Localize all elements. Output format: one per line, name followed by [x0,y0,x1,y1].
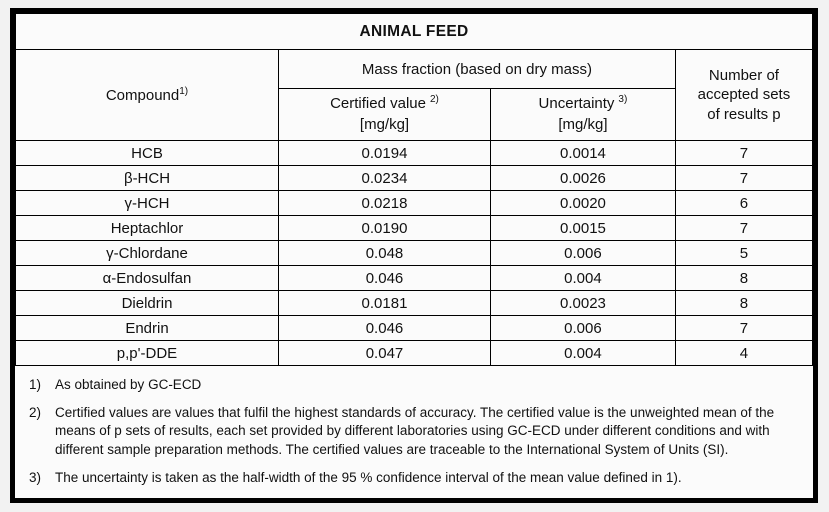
uncertainty-header: Uncertainty 3) [mg/kg] [490,88,676,141]
accepted-sets-cell: 8 [674,290,814,316]
footnote-2-text: Certified values are values that fulfil … [55,405,775,457]
compound-cell: α-Endosulfan [15,265,279,291]
uncertainty-cell: 0.006 [490,315,676,341]
mass-fraction-group-header: Mass fraction (based on dry mass) [278,49,676,89]
accepted-sets-header: Number of accepted sets of results p [674,49,814,141]
uncertainty-unit: [mg/kg] [558,115,608,133]
certified-value-cell: 0.0194 [278,140,491,166]
table-row: α-Endosulfan 0.046 0.004 8 [15,265,814,291]
uncertainty-header-label: Uncertainty [538,95,615,113]
header-sub-row: Certified value 2) [mg/kg] Uncertainty 3) [m… [16,88,813,141]
table-row: γ-Chlordane 0.048 0.006 5 [15,240,814,266]
compound-cell: Heptachlor [15,215,279,241]
uncertainty-cell: 0.0015 [490,215,676,241]
header-group-row: Compound1) Mass fraction (based on dry m… [15,49,814,141]
uncertainty-cell: 0.0023 [490,290,676,316]
uncertainty-cell: 0.0014 [490,140,676,166]
certified-value-header: Certified value 2) [mg/kg] [278,88,491,141]
table-row: p,p'-DDE 0.047 0.004 4 [15,340,814,366]
footnote-1-number: 1) [29,377,42,392]
accepted-sets-cell: 7 [674,140,814,166]
uncertainty-cell: 0.0026 [490,165,676,191]
uncertainty-footnote-ref: 3) [618,94,628,106]
uncertainty-cell: 0.004 [490,265,676,291]
accepted-sets-cell: 4 [674,340,814,366]
table-title-row: ANIMAL FEED [15,13,813,50]
compound-cell: β-HCH [15,165,279,191]
animal-feed-table: ANIMAL FEED Compound1) Mass fraction (ba… [15,13,814,366]
certified-value-cell: 0.0234 [278,165,491,191]
compound-cell: γ-Chlordane [15,240,279,266]
certified-value-unit: [mg/kg] [359,115,410,133]
accepted-sets-cell: 7 [674,315,814,341]
uncertainty-cell: 0.006 [490,240,676,266]
compound-cell: Endrin [15,315,279,341]
certified-value-cell: 0.048 [278,240,491,266]
accepted-sets-cell: 8 [674,265,814,291]
compound-cell: HCB [15,140,279,166]
accepted-sets-cell: 7 [674,165,814,191]
compound-header-footnote-ref: 1) [179,85,189,97]
compound-header: Compound1) [15,49,279,141]
table-row: Heptachlor 0.0190 0.0015 7 [15,215,814,241]
compound-cell: Dieldrin [15,290,279,316]
certified-value-cell: 0.046 [278,265,491,291]
certified-value-footnote-ref: 2) [429,94,439,106]
certified-value-cell: 0.0181 [278,290,491,316]
uncertainty-cell: 0.004 [490,340,676,366]
footnote-1-text: As obtained by GC-ECD [55,377,202,392]
certified-value-cell: 0.047 [278,340,491,366]
certified-value-cell: 0.0218 [278,190,491,216]
table-title: ANIMAL FEED [15,13,813,50]
footnote-3: 3) The uncertainty is taken as the half-… [29,469,801,487]
footnotes-section: 1) As obtained by GC-ECD 2) Certified va… [15,366,813,487]
footnote-3-number: 3) [29,469,42,485]
table-row: Dieldrin 0.0181 0.0023 8 [15,290,814,316]
table-row: γ-HCH 0.0218 0.0020 6 [15,190,814,216]
footnote-2: 2) Certified values are values that fulf… [29,404,801,459]
compound-cell: γ-HCH [15,190,279,216]
compound-header-label: Compound [105,86,180,104]
uncertainty-cell: 0.0020 [490,190,676,216]
certified-value-cell: 0.0190 [278,215,491,241]
table-row: Endrin 0.046 0.006 7 [15,315,814,341]
certified-value-cell: 0.046 [278,315,491,341]
footnote-1: 1) As obtained by GC-ECD [29,376,801,394]
compound-cell: p,p'-DDE [15,340,279,366]
table-row: β-HCH 0.0234 0.0026 7 [15,165,814,191]
accepted-sets-cell: 6 [674,190,814,216]
footnote-3-text: The uncertainty is taken as the half-wid… [55,469,682,485]
table-row: HCB 0.0194 0.0014 7 [15,140,814,166]
footnote-2-number: 2) [29,405,42,421]
accepted-sets-cell: 5 [674,240,814,266]
certificate-table-document: ANIMAL FEED Compound1) Mass fraction (ba… [10,8,818,503]
accepted-sets-cell: 7 [674,215,814,241]
certified-value-header-label: Certified value [330,95,426,113]
